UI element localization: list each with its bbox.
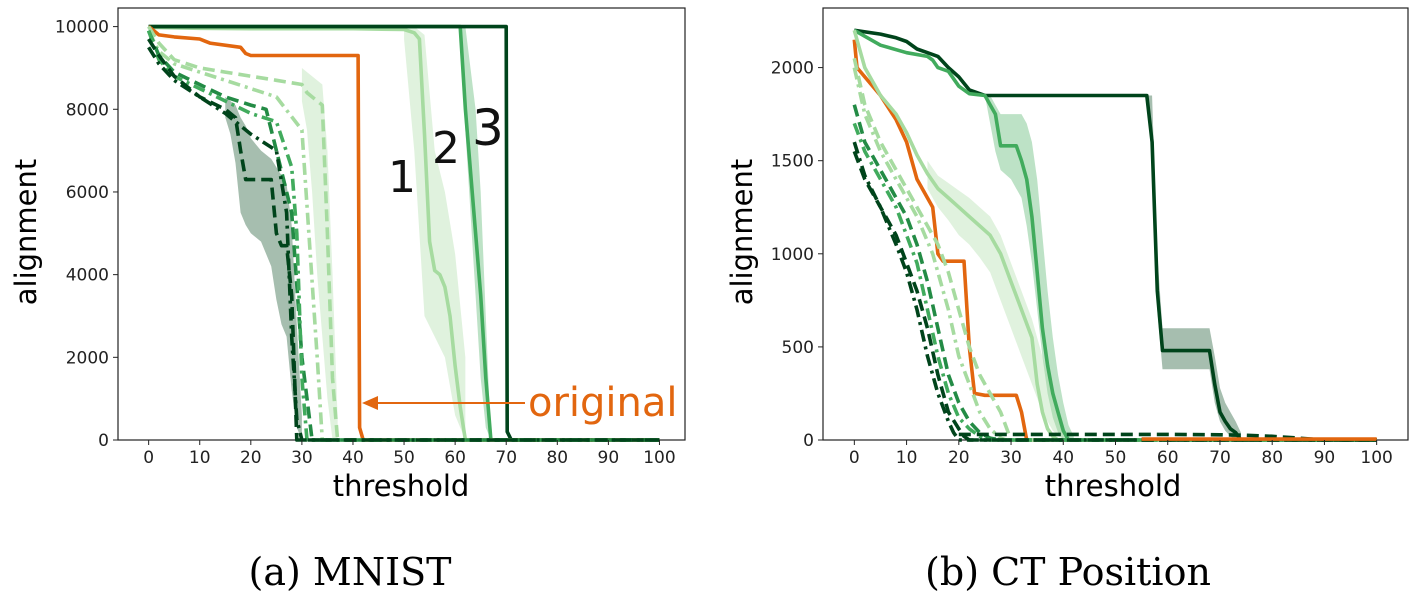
y-tick-label: 0 xyxy=(98,431,109,451)
panel-mnist: 0 10 20 30 40 50 60 70 80 90 100 0 2000 4000 6000 8000… xyxy=(9,7,686,594)
y-tick-label: 500 xyxy=(782,338,814,358)
y-tick-label: 6000 xyxy=(66,183,109,203)
y-tick-label: 1500 xyxy=(771,152,814,172)
y-ticks-b: 0 500 1000 1500 2000 xyxy=(771,59,823,451)
x-tick-label: 20 xyxy=(948,448,970,468)
band-g1_dash xyxy=(301,67,338,441)
series-g2_dash xyxy=(852,104,1377,442)
x-tick-label: 60 xyxy=(444,448,466,468)
x-tick-label: 50 xyxy=(393,448,415,468)
series-g1_dash xyxy=(852,57,1377,442)
caption-a: (a) MNIST xyxy=(249,550,452,594)
series-g3_solid xyxy=(854,28,1377,442)
series-g3_dash xyxy=(852,150,1377,442)
x-tick-label: 70 xyxy=(495,448,517,468)
x-tick-label: 90 xyxy=(1314,448,1336,468)
uncertainty-bands-b xyxy=(927,95,1241,441)
annotation-label-3: 3 xyxy=(472,99,504,157)
annotation-label-1: 1 xyxy=(388,152,416,203)
x-axis-label-a: threshold xyxy=(333,469,470,503)
x-tick-label: 100 xyxy=(643,448,675,468)
x-tick-label: 10 xyxy=(189,448,211,468)
series-g3_dashdot xyxy=(852,141,1377,442)
series-g2_solid xyxy=(148,24,660,442)
x-ticks-a: 0 10 20 30 40 50 60 70 80 90 100 xyxy=(143,440,676,468)
plot-frame-a xyxy=(117,7,686,441)
series-g3_solid xyxy=(148,24,660,442)
annotation-label-2: 2 xyxy=(432,123,460,174)
x-tick-label: 20 xyxy=(240,448,262,468)
x-tick-label: 40 xyxy=(1052,448,1074,468)
series-g1_dash xyxy=(147,25,660,442)
x-tick-label: 70 xyxy=(1209,448,1231,468)
y-tick-label: 10000 xyxy=(55,18,109,38)
annotation-arrow-head xyxy=(362,396,378,410)
x-tick-label: 40 xyxy=(342,448,364,468)
x-tick-label: 80 xyxy=(546,448,568,468)
y-axis-label-a: alignment xyxy=(9,159,43,306)
panel-ct-position: 0 10 20 30 40 50 60 70 80 90 100 0500100015002000 … xyxy=(725,7,1409,594)
x-tick-label: 0 xyxy=(849,448,860,468)
series-g2_solid xyxy=(853,28,1377,442)
series-lines-b xyxy=(852,28,1377,442)
series-g2_dash xyxy=(146,30,660,442)
x-tick-label: 10 xyxy=(896,448,918,468)
y-tick-label: 2000 xyxy=(66,348,109,368)
band-g1_solid xyxy=(927,160,1064,441)
caption-b: (b) CT Position xyxy=(925,550,1211,594)
series-g3_dashdot xyxy=(147,46,660,442)
series-lines-a xyxy=(146,24,660,442)
x-tick-label: 50 xyxy=(1105,448,1127,468)
y-tick-label: 0 xyxy=(803,431,814,451)
y-axis-label-b: alignment xyxy=(725,159,759,306)
x-tick-label: 0 xyxy=(143,448,154,468)
band-g3_solid xyxy=(1146,95,1241,440)
y-tick-label: 1000 xyxy=(771,245,814,265)
x-tick-label: 60 xyxy=(1157,448,1179,468)
series-g1_dashdot xyxy=(852,67,1377,442)
series-orig_solid xyxy=(852,39,1377,442)
y-ticks-a: 0 2000 4000 6000 8000 10000 xyxy=(55,18,118,451)
annotation-original: original xyxy=(528,380,678,426)
series-g1_dashdot xyxy=(146,29,660,442)
series-g2_dashdot xyxy=(852,122,1377,442)
series-g2_dashdot xyxy=(146,30,660,442)
y-tick-label: 4000 xyxy=(66,266,109,286)
series-orig_solid xyxy=(147,25,660,442)
x-tick-label: 80 xyxy=(1261,448,1283,468)
x-ticks-b: 0 10 20 30 40 50 60 70 80 90 100 xyxy=(849,440,1393,468)
y-tick-label: 2000 xyxy=(771,59,814,79)
x-tick-label: 30 xyxy=(291,448,313,468)
y-tick-label: 8000 xyxy=(66,100,109,120)
x-tick-label: 30 xyxy=(1000,448,1022,468)
x-axis-label-b: threshold xyxy=(1045,469,1182,503)
band-g2_solid xyxy=(984,95,1074,440)
x-tick-label: 90 xyxy=(598,448,620,468)
band-g1_solid xyxy=(404,26,466,440)
x-tick-label: 100 xyxy=(1360,448,1392,468)
series-g1_solid xyxy=(852,29,1377,442)
series-g1_solid xyxy=(148,24,660,442)
